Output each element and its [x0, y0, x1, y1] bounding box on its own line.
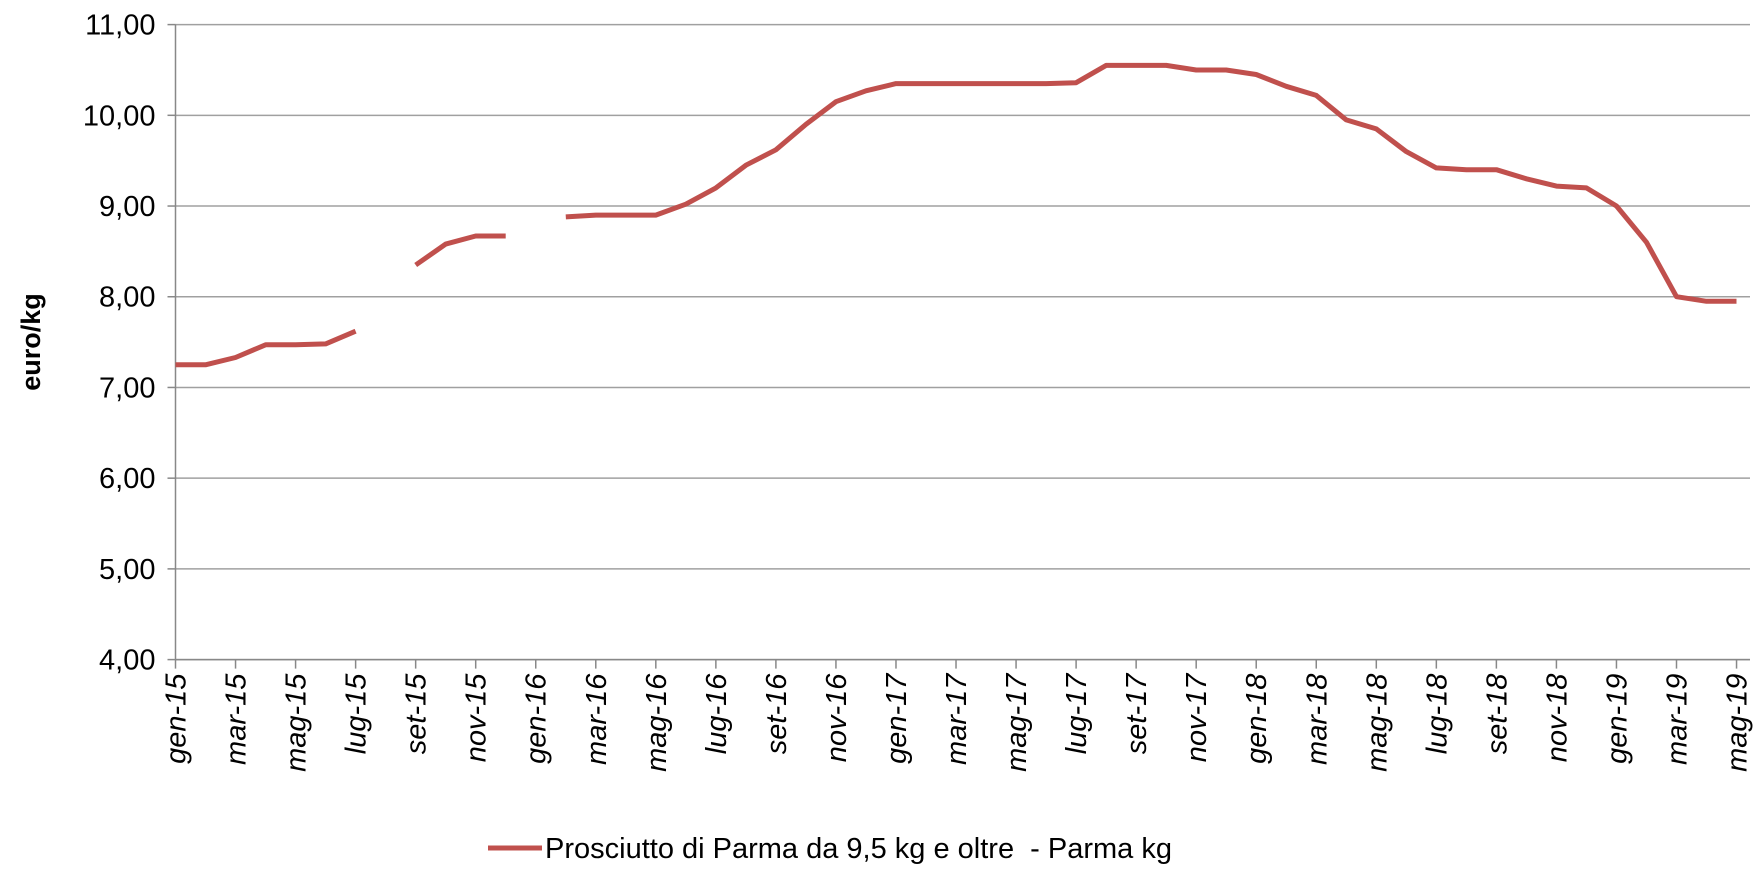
x-tick-label: mag-17 — [1001, 672, 1033, 772]
x-tick-label: gen-19 — [1601, 674, 1633, 764]
y-tick-label: 8,00 — [99, 282, 155, 314]
x-tick-label: mar-18 — [1301, 674, 1333, 765]
y-tick-label: 4,00 — [99, 645, 155, 677]
y-tick-label: 7,00 — [99, 372, 155, 404]
x-tick-label: set-16 — [761, 673, 793, 754]
series-line — [175, 62, 1737, 368]
y-tick-label: 11,00 — [85, 10, 155, 42]
legend-label: Prosciutto di Parma da 9,5 kg e oltre - … — [545, 833, 1172, 865]
y-tick-label: 9,00 — [99, 191, 155, 223]
y-tick-label: 10,00 — [83, 100, 156, 132]
x-tick-label: mag-15 — [281, 673, 313, 772]
x-tick-label: lug-18 — [1421, 674, 1453, 755]
x-tick-label: mag-19 — [1722, 674, 1753, 772]
y-axis-label: euro/kg — [16, 293, 46, 391]
x-tick-label: set-17 — [1121, 672, 1153, 754]
y-tick-label: 5,00 — [99, 554, 155, 586]
x-tick-label: lug-15 — [341, 673, 373, 754]
x-tick-label: mag-16 — [641, 673, 673, 772]
x-tick-label: mag-18 — [1361, 674, 1393, 772]
y-tick-label: 6,00 — [99, 463, 155, 495]
x-tick-label: mar-17 — [941, 672, 973, 765]
x-tick-label: gen-16 — [521, 673, 553, 764]
x-tick-label: nov-15 — [461, 673, 493, 763]
x-tick-label: gen-17 — [881, 672, 913, 764]
x-tick-label: gen-15 — [161, 673, 193, 764]
x-tick-label: gen-18 — [1241, 674, 1273, 764]
x-tick-label: set-18 — [1481, 674, 1513, 755]
x-tick-label: set-15 — [401, 673, 433, 754]
x-tick-label: mar-19 — [1662, 674, 1694, 765]
x-tick-label: nov-16 — [821, 673, 853, 763]
x-tick-label: lug-17 — [1061, 672, 1093, 754]
x-tick-label: mar-16 — [581, 673, 613, 765]
x-tick-label: lug-16 — [701, 673, 733, 754]
x-tick-label: nov-17 — [1181, 672, 1213, 763]
x-tick-label: mar-15 — [221, 673, 253, 765]
x-tick-label: nov-18 — [1541, 674, 1573, 763]
